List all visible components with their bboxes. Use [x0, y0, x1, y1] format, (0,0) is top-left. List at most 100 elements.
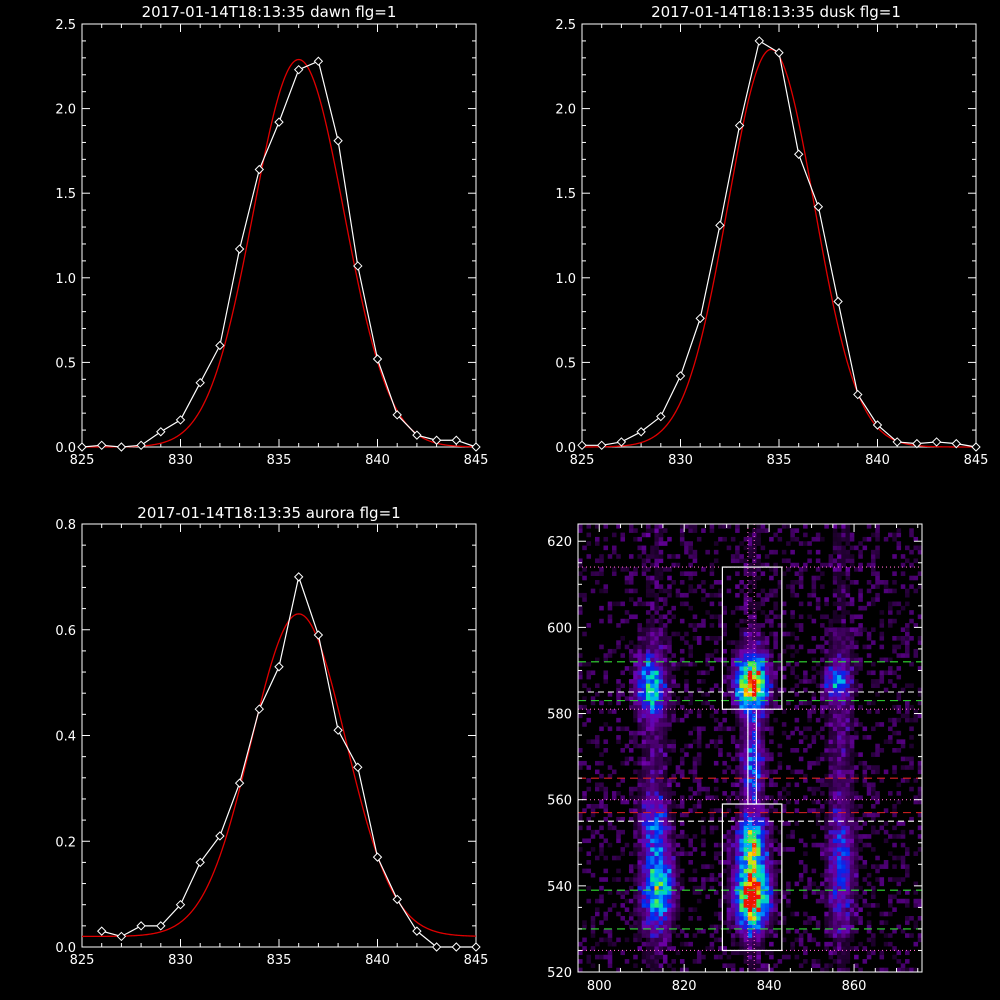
- image-heatmap-cell: [849, 536, 855, 542]
- image-heatmap-cell: [854, 614, 859, 620]
- image-heatmap-cell: [824, 941, 829, 947]
- image-heatmap-cell: [760, 735, 766, 740]
- image-heatmap-cell: [824, 872, 829, 878]
- image-heatmap-cell: [900, 554, 906, 559]
- image-heatmap-cell: [909, 618, 914, 624]
- panel-aurora: 2017-01-14T18:13:35 aurora flg=1 825 830 8…: [55, 504, 488, 968]
- image-heatmap-cell: [747, 885, 753, 891]
- image-heatmap-cell: [726, 687, 732, 693]
- image-heatmap-cell: [879, 864, 885, 869]
- image-heatmap-cell: [662, 541, 668, 546]
- image-heatmap-cell: [756, 920, 761, 925]
- image-heatmap-cell: [781, 687, 787, 693]
- image-heatmap-cell: [594, 692, 600, 697]
- image-heatmap-cell: [662, 946, 668, 951]
- image-heatmap-cell: [845, 575, 851, 581]
- image-heatmap-cell: [624, 644, 630, 650]
- image-heatmap-cell: [616, 911, 621, 917]
- image-heatmap-cell: [650, 648, 655, 654]
- image-heatmap-cell: [837, 717, 842, 723]
- image-heatmap-cell: [875, 877, 880, 882]
- image-heatmap-cell: [675, 769, 681, 775]
- image-heatmap-cell: [637, 937, 643, 943]
- image-heatmap-cell: [675, 765, 681, 770]
- image-heatmap-cell: [841, 838, 846, 844]
- image-heatmap-cell: [837, 941, 842, 947]
- image-heatmap-cell: [871, 804, 876, 809]
- image-heatmap-cell: [752, 575, 757, 581]
- image-heatmap-cell: [892, 946, 897, 951]
- image-heatmap-cell: [688, 860, 693, 865]
- image-heatmap-cell: [696, 898, 702, 904]
- image-heatmap-cell: [645, 907, 651, 912]
- image-heatmap-cell: [871, 584, 876, 589]
- image-heatmap-cell: [837, 864, 842, 869]
- image-heatmap-cell: [854, 894, 859, 900]
- image-heatmap-cell: [871, 661, 876, 667]
- image-heatmap-cell: [777, 920, 783, 925]
- image-heatmap-cell: [794, 536, 800, 542]
- image-heatmap-cell: [786, 881, 791, 887]
- image-heatmap-cell: [760, 881, 766, 887]
- image-heatmap-cell: [832, 911, 838, 917]
- image-heatmap-cell: [662, 834, 668, 839]
- image-heatmap-cell: [645, 674, 651, 680]
- image-heatmap-cell: [824, 739, 829, 744]
- image-heatmap-cell: [654, 528, 659, 533]
- image-heatmap-cell: [752, 687, 757, 693]
- image-heatmap-cell: [679, 885, 685, 891]
- image-heatmap-cell: [845, 954, 851, 960]
- image-heatmap-cell: [637, 816, 643, 822]
- image-heatmap-cell: [658, 648, 664, 654]
- image-heatmap-cell: [662, 937, 668, 943]
- image-heatmap-cell: [747, 717, 753, 723]
- image-heatmap-cell: [696, 743, 702, 749]
- image-heatmap-cell: [820, 735, 825, 740]
- image-heatmap-cell: [701, 838, 706, 844]
- image-heatmap-cell: [599, 804, 604, 809]
- image-heatmap-cell: [760, 648, 766, 654]
- image-heatmap-cell: [624, 743, 630, 749]
- image-heatmap-cell: [892, 571, 897, 576]
- image-heatmap-cell: [752, 916, 757, 921]
- image-heatmap-cell: [637, 704, 643, 710]
- image-heatmap-cell: [832, 644, 838, 650]
- image-heatmap-cell: [713, 954, 719, 960]
- image-heatmap-cell: [752, 730, 757, 736]
- image-heatmap-cell: [726, 903, 732, 908]
- image-heatmap-cell: [832, 674, 838, 680]
- image-heatmap-cell: [667, 644, 672, 650]
- image-heatmap-cell: [603, 524, 609, 529]
- image-heatmap-cell: [849, 864, 855, 869]
- image-heatmap-cell: [760, 692, 766, 697]
- image-heatmap-cell: [628, 597, 634, 602]
- image-heatmap-cell: [650, 644, 655, 650]
- image-heatmap-cell: [667, 743, 672, 749]
- image-heatmap-cell: [658, 816, 664, 822]
- image-heatmap-cell: [798, 730, 804, 736]
- image-heatmap-cell: [633, 924, 638, 930]
- image-heatmap-cell: [862, 903, 868, 908]
- image-heatmap-cell: [726, 963, 732, 968]
- image-heatmap-cell: [701, 877, 706, 882]
- image-heatmap-cell: [896, 532, 902, 538]
- image-heatmap-cell: [739, 851, 744, 856]
- image-heatmap-cell: [624, 842, 630, 848]
- image-heatmap-cell: [756, 804, 761, 809]
- image-heatmap-cell: [747, 778, 753, 783]
- image-heatmap-cell: [849, 709, 855, 714]
- image-heatmap-cell: [790, 532, 795, 538]
- image-heatmap-cell: [709, 933, 715, 938]
- image-heatmap-cell: [628, 696, 634, 701]
- image-heatmap-cell: [650, 640, 655, 645]
- image-heatmap-cell: [730, 894, 736, 900]
- image-heatmap-cell: [849, 937, 855, 943]
- image-heatmap-cell: [624, 588, 630, 594]
- image-heatmap-cell: [616, 782, 621, 788]
- image-heatmap-cell: [909, 704, 914, 710]
- image-heatmap-cell: [760, 562, 766, 568]
- image-heatmap-cell: [815, 549, 821, 555]
- image-heatmap-cell: [599, 877, 604, 882]
- image-heatmap-cell: [718, 636, 723, 641]
- image-heatmap-cell: [841, 847, 846, 852]
